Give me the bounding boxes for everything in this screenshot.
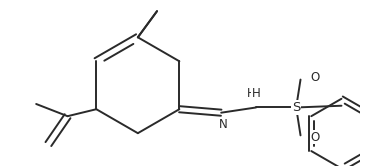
Text: O: O (311, 71, 320, 84)
Text: H: H (247, 87, 255, 100)
Text: N: N (219, 118, 227, 131)
Text: O: O (311, 131, 320, 144)
Text: S: S (292, 101, 300, 114)
Text: H: H (252, 87, 261, 100)
